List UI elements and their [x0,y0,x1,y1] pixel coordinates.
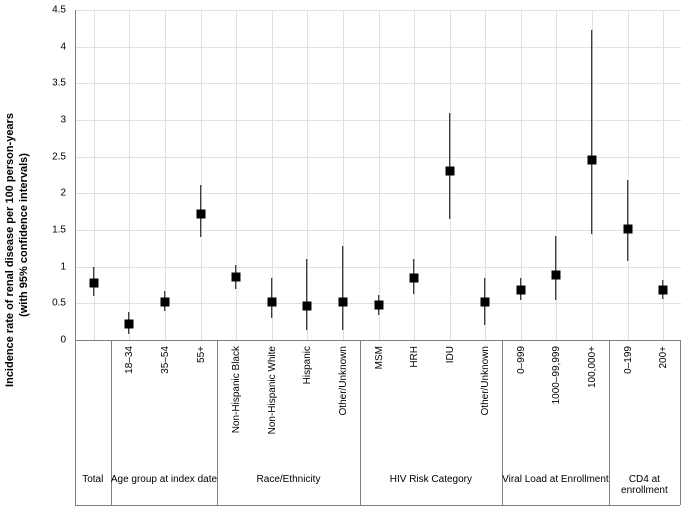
category-label: MSM [374,346,385,369]
gridline-v [236,10,237,340]
data-marker [445,167,454,176]
group-label: Race/Ethnicity [217,474,359,504]
ytick-label: 3 [60,115,66,126]
category-label: 35–54 [160,346,171,374]
data-marker [588,156,597,165]
data-marker [232,272,241,281]
group-label: CD4 at enrollment [609,474,680,504]
data-marker [623,224,632,233]
group-separator [680,340,681,505]
category-label: 0–999 [516,346,527,374]
category-label: Hispanic [302,346,313,384]
category-label: 200+ [658,346,669,369]
error-bar [556,236,557,300]
plot-area [75,10,681,341]
ytick-label: 1.5 [52,225,66,236]
error-bar [449,113,450,219]
incidence-rate-chart: Incidence rate of renal disease per 100 … [0,0,698,511]
data-marker [410,273,419,282]
group-band-bottom [75,505,680,506]
data-marker [196,209,205,218]
error-bar [307,259,308,330]
error-bar [591,30,592,234]
category-label: 55+ [196,346,207,363]
data-marker [303,302,312,311]
gridline-v [628,10,629,340]
category-label: IDU [445,346,456,363]
category-label: HRH [409,346,420,368]
data-marker [374,300,383,309]
ytick-label: 2.5 [52,151,66,162]
ytick-label: 0 [60,335,66,346]
group-label: HIV Risk Category [360,474,502,504]
group-label: Total [75,474,111,504]
data-marker [160,297,169,306]
category-label: Non-Hispanic Black [231,346,242,433]
data-marker [659,286,668,295]
data-marker [125,319,134,328]
category-label: 100,000+ [587,346,598,388]
data-marker [267,297,276,306]
data-marker [89,278,98,287]
category-label: Other/Unknown [338,346,349,415]
error-bar [342,246,343,330]
ytick-labels: 0 0.5 1 1.5 2 2.5 3 3.5 4 4.5 [0,0,70,511]
category-label: Non-Hispanic White [267,346,278,434]
error-bar [627,180,628,261]
ytick-label: 1 [60,261,66,272]
category-label: 18–34 [124,346,135,374]
ytick-label: 0.5 [52,298,66,309]
data-marker [552,271,561,280]
data-marker [338,297,347,306]
data-marker [481,297,490,306]
ytick-label: 4.5 [52,5,66,16]
ytick-label: 3.5 [52,78,66,89]
category-label: Other/Unknown [480,346,491,415]
gridline-v [201,10,202,340]
gridline-v [379,10,380,340]
category-label: 0–199 [623,346,634,374]
ytick-label: 4 [60,41,66,52]
ytick-label: 2 [60,188,66,199]
gridline-v [129,10,130,340]
group-label: Viral Load at Enrollment [502,474,609,504]
group-label: Age group at index date [111,474,218,504]
category-label: 1000–99,999 [551,346,562,404]
group-separator [75,340,76,505]
data-marker [516,286,525,295]
